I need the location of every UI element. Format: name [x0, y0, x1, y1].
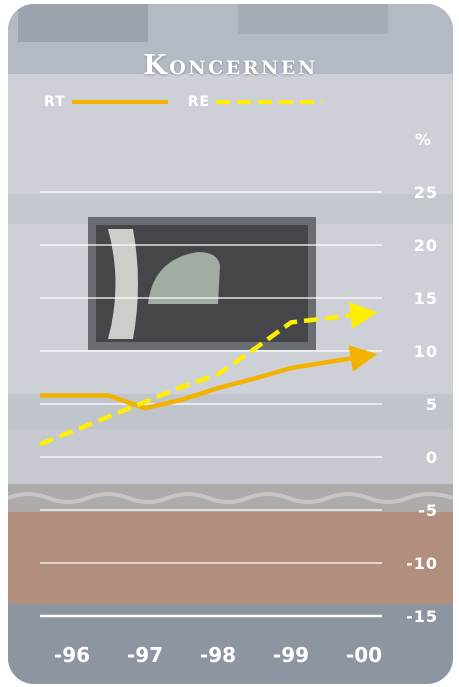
series-line-rt [40, 345, 378, 411]
legend-label-rt: RT [44, 94, 66, 110]
y-tick-label: -5 [418, 501, 438, 520]
y-tick-label: 20 [414, 236, 438, 255]
legend-label-re: RE [187, 94, 211, 110]
y-tick-label: 0 [426, 448, 438, 467]
series-line-re [39, 302, 378, 447]
x-tick-label: -97 [127, 643, 163, 667]
legend-item-re: RE [187, 94, 323, 110]
legend-swatch-re [216, 100, 323, 104]
y-tick-label: -15 [406, 607, 438, 626]
x-tick-label: -98 [200, 643, 236, 667]
y-tick-label: 5 [426, 395, 438, 414]
x-tick-label: -00 [346, 643, 382, 667]
chart-title: Koncernen [143, 50, 318, 81]
y-tick-label: 15 [414, 289, 438, 308]
chart-card: Koncernen RT RE % 25 20 15 10 5 0 -5 -10 -15 -9 [8, 4, 453, 684]
legend-swatch-rt [71, 100, 168, 104]
y-tick-label: -10 [406, 554, 438, 573]
y-tick-label: 10 [414, 342, 438, 361]
x-tick-label: -96 [54, 643, 90, 667]
caravan-photo-background [8, 4, 453, 684]
y-unit-label: % [414, 130, 431, 149]
line-plot: 25 20 15 10 5 0 -5 -10 -15 -96 -97 -98 -99 -00 [39, 183, 438, 667]
legend-item-rt: RT [44, 94, 168, 110]
x-tick-label: -99 [273, 643, 309, 667]
legend: RT RE [44, 94, 342, 110]
y-tick-label: 25 [414, 183, 438, 202]
